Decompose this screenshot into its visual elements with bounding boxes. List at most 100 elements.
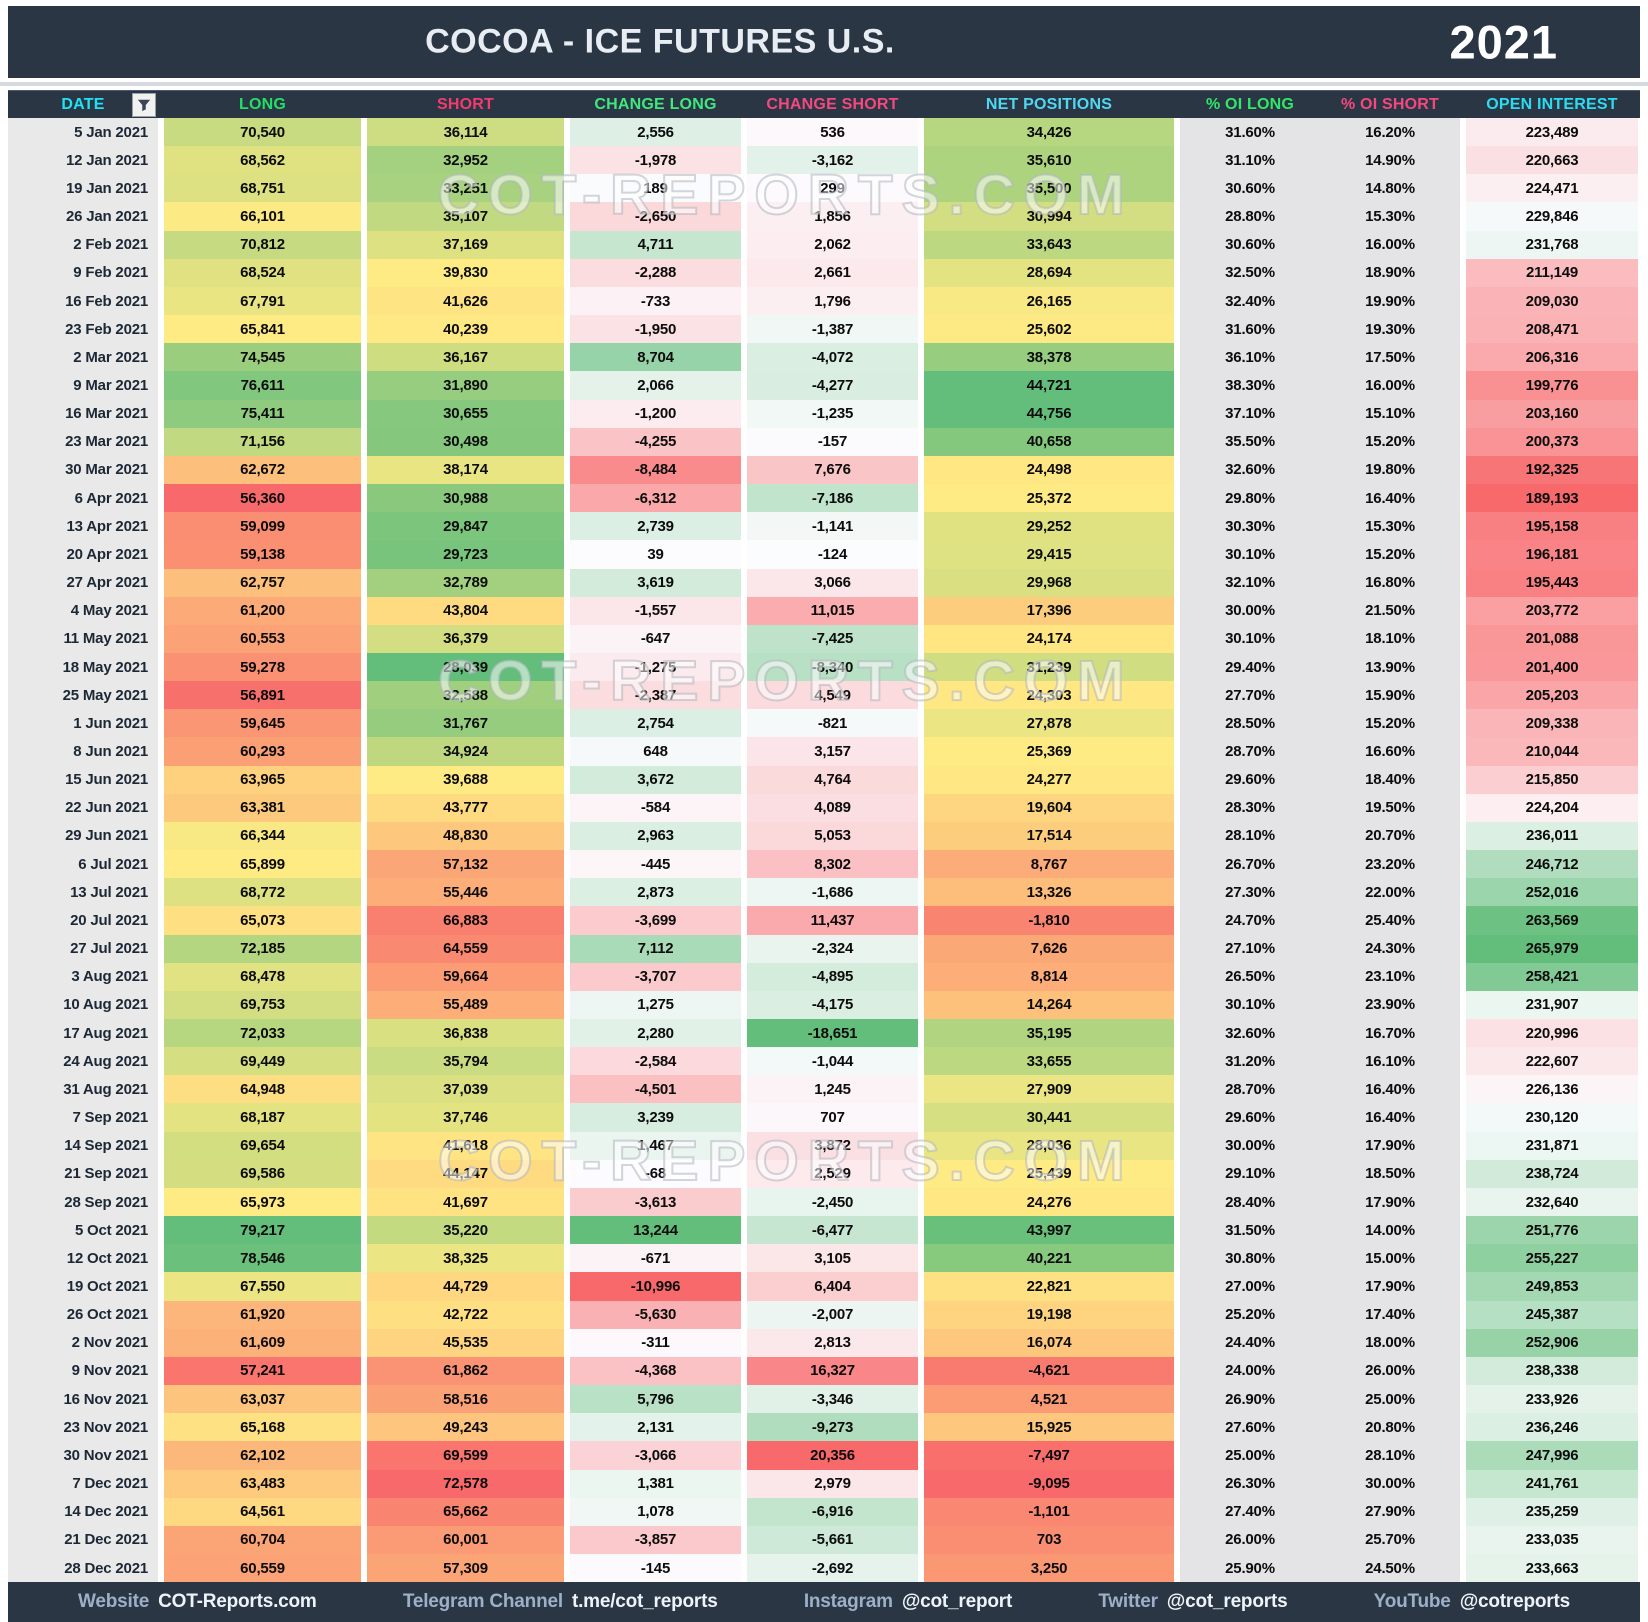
cell-short: 39,688: [367, 765, 564, 794]
cell-oi_short: 16.10%: [1320, 1047, 1460, 1076]
cell-oi_long: 31.10%: [1180, 146, 1320, 175]
cell-short: 69,599: [367, 1441, 564, 1470]
cell-short: 57,309: [367, 1553, 564, 1583]
cell-change_long: -311: [570, 1328, 741, 1357]
cell-oi_long: 26.50%: [1180, 962, 1320, 991]
cell-date: 12 Oct 2021: [8, 1244, 158, 1273]
cell-change_short: -6,916: [747, 1497, 918, 1526]
cell-open_interest: 245,387: [1466, 1300, 1638, 1329]
cell-long: 63,483: [164, 1469, 361, 1498]
cell-net: 3,250: [924, 1553, 1174, 1583]
cell-oi_long: 26.90%: [1180, 1385, 1320, 1414]
cell-change_long: 1,275: [570, 990, 741, 1019]
cell-oi_long: 32.60%: [1180, 1019, 1320, 1048]
cell-date: 18 May 2021: [8, 652, 158, 682]
cell-long: 64,948: [164, 1075, 361, 1104]
date-filter-button[interactable]: [132, 93, 156, 117]
cell-long: 61,920: [164, 1300, 361, 1329]
cell-change_long: -2,584: [570, 1047, 741, 1076]
cell-change_long: -1,557: [570, 596, 741, 625]
cell-oi_long: 28.10%: [1180, 821, 1320, 851]
cell-oi_long: 25.00%: [1180, 1441, 1320, 1470]
cell-oi_long: 32.50%: [1180, 258, 1320, 287]
cell-change_long: -584: [570, 793, 741, 822]
cell-change_short: 2,661: [747, 258, 918, 287]
cell-change_long: 2,131: [570, 1413, 741, 1442]
footer-item-twitter: Twitter @cot_reports: [1098, 1591, 1287, 1613]
cell-date: 1 Jun 2021: [8, 709, 158, 738]
cell-change_short: 11,437: [747, 906, 918, 935]
cell-change_long: 189: [570, 174, 741, 203]
cell-short: 58,516: [367, 1385, 564, 1414]
cell-change_short: -1,141: [747, 512, 918, 541]
cell-change_long: -4,501: [570, 1075, 741, 1104]
footer-value: @cot_report: [901, 1591, 1013, 1612]
table-row: 4 May 2021 61,200 43,804 -1,557 11,015 17,396…: [8, 596, 1640, 625]
table-row: 21 Dec 2021 60,704 60,001 -3,857 -5,661 703 26…: [8, 1525, 1640, 1554]
column-header-label: % OI LONG: [1205, 96, 1295, 113]
cell-net: 17,514: [924, 821, 1174, 851]
cell-oi_short: 23.90%: [1320, 990, 1460, 1019]
cell-change_short: -3,162: [747, 146, 918, 175]
cell-long: 76,611: [164, 371, 361, 400]
cell-long: 65,899: [164, 850, 361, 879]
cell-net: 43,997: [924, 1216, 1174, 1245]
cell-open_interest: 192,325: [1466, 455, 1638, 485]
cell-short: 59,664: [367, 962, 564, 991]
column-header-change_long: CHANGE LONG: [570, 91, 741, 119]
cell-change_long: -4,255: [570, 427, 741, 456]
cell-change_long: 2,873: [570, 878, 741, 907]
cell-change_short: -7,425: [747, 624, 918, 653]
cell-change_long: -3,857: [570, 1525, 741, 1554]
footer-label: Telegram Channel: [402, 1591, 563, 1612]
cell-change_short: 3,066: [747, 568, 918, 597]
cell-short: 41,618: [367, 1131, 564, 1160]
cell-change_long: -145: [570, 1553, 741, 1583]
cell-open_interest: 236,011: [1466, 821, 1638, 851]
cell-oi_long: 35.50%: [1180, 427, 1320, 456]
cell-net: 40,658: [924, 427, 1174, 456]
cell-open_interest: 222,607: [1466, 1047, 1638, 1076]
cell-change_short: 11,015: [747, 596, 918, 625]
cell-oi_long: 29.10%: [1180, 1159, 1320, 1188]
cell-net: 31,239: [924, 652, 1174, 682]
cell-date: 9 Nov 2021: [8, 1356, 158, 1386]
cell-net: 24,498: [924, 455, 1174, 485]
cell-net: 38,378: [924, 343, 1174, 372]
cell-net: 7,626: [924, 934, 1174, 963]
cell-oi_long: 30.10%: [1180, 624, 1320, 653]
cell-oi_long: 28.70%: [1180, 1075, 1320, 1104]
cell-long: 56,360: [164, 484, 361, 513]
table-row: 9 Nov 2021 57,241 61,862 -4,368 16,327 -4,621…: [8, 1356, 1640, 1386]
cell-long: 67,791: [164, 286, 361, 316]
table-row: 24 Aug 2021 69,449 35,794 -2,584 -1,044 33,65…: [8, 1047, 1640, 1076]
cell-long: 74,545: [164, 343, 361, 372]
table-body: COT-REPORTS.COM COT-REPORTS.COM COT-REPO…: [8, 118, 1640, 1583]
cell-change_long: -4,368: [570, 1356, 741, 1386]
cell-oi_short: 15.90%: [1320, 681, 1460, 710]
cell-long: 61,200: [164, 596, 361, 625]
cell-oi_long: 25.20%: [1180, 1300, 1320, 1329]
table-row: 2 Feb 2021 70,812 37,169 4,711 2,062 33,643 30…: [8, 230, 1640, 259]
cell-long: 60,553: [164, 624, 361, 653]
cell-oi_short: 18.50%: [1320, 1159, 1460, 1188]
cell-date: 29 Jun 2021: [8, 821, 158, 851]
table-row: 5 Jan 2021 70,540 36,114 2,556 536 34,426 31.6…: [8, 118, 1640, 147]
cell-oi_long: 31.20%: [1180, 1047, 1320, 1076]
cell-short: 44,147: [367, 1159, 564, 1188]
cell-oi_long: 30.10%: [1180, 540, 1320, 569]
table-row: 10 Aug 2021 69,753 55,489 1,275 -4,175 14,264…: [8, 990, 1640, 1019]
cell-long: 71,156: [164, 427, 361, 456]
cell-change_short: -1,044: [747, 1047, 918, 1076]
cell-change_short: -4,277: [747, 371, 918, 400]
cell-short: 48,830: [367, 821, 564, 851]
cell-long: 59,645: [164, 709, 361, 738]
table-row: 23 Nov 2021 65,168 49,243 2,131 -9,273 15,925…: [8, 1413, 1640, 1442]
cell-net: 33,655: [924, 1047, 1174, 1076]
cell-short: 28,039: [367, 652, 564, 682]
footer-label: YouTube: [1373, 1591, 1451, 1612]
cell-change_short: 4,549: [747, 681, 918, 710]
cell-change_long: 3,239: [570, 1103, 741, 1132]
cell-long: 59,138: [164, 540, 361, 569]
cell-oi_short: 16.00%: [1320, 371, 1460, 400]
